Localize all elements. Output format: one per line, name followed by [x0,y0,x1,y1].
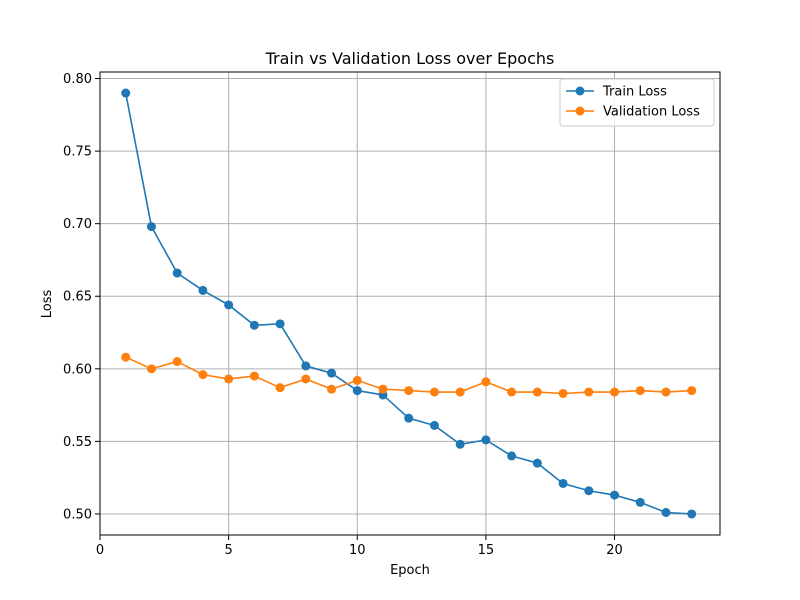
y-tick-label: 0.65 [63,290,92,305]
data-point [661,387,671,397]
data-point [481,435,491,445]
legend-item: Validation Loss [566,105,700,120]
legend-marker [575,106,585,116]
y-axis-label: Loss [40,290,55,319]
data-point [121,88,131,98]
axes-layer: 0 5 10 15 20 0.50 0.55 0.60 0.65 0.70 0.75 0.80 [63,71,721,558]
data-point [327,384,337,394]
data-point [558,478,568,488]
legend-label: Train Loss [602,85,667,100]
y-tick-label: 0.55 [63,435,92,450]
data-point [635,497,645,507]
data-point [687,509,697,519]
series-layer [121,88,697,519]
legend-box [559,78,715,127]
data-point [172,357,182,367]
data-point [301,374,311,384]
data-point [532,387,542,397]
data-point [584,486,594,496]
data-point [121,352,131,362]
data-point [610,490,620,500]
data-point [249,320,259,330]
data-point [275,319,285,329]
data-point [404,386,414,396]
data-point [558,388,568,398]
legend-item: Train Loss [566,85,667,100]
chart-title: Train vs Validation Loss over Epochs [265,49,555,68]
data-point [429,387,439,397]
data-point [352,375,362,385]
data-point [507,387,517,397]
data-point [378,384,388,394]
legend-label: Validation Loss [603,105,700,120]
x-tick-label: 15 [478,543,495,558]
data-point [172,268,182,278]
y-tick-label: 0.60 [63,362,92,377]
data-point [352,386,362,396]
x-tick-label: 20 [606,543,623,558]
data-point [404,413,414,423]
data-point [146,364,156,374]
data-point [146,222,156,232]
data-point [224,374,234,384]
data-point [687,386,697,396]
series-1 [121,352,697,398]
data-point [481,377,491,387]
x-axis-label: Epoch [390,563,430,578]
y-tick-label: 0.50 [63,507,92,522]
data-point [455,387,465,397]
x-tick-label: 10 [349,543,366,558]
data-point [198,285,208,295]
data-point [224,300,234,310]
data-point [661,508,671,518]
data-point [610,387,620,397]
y-tick-label: 0.75 [63,145,92,160]
data-point [429,420,439,430]
x-tick-label: 0 [96,543,104,558]
data-point [507,451,517,461]
data-point [198,370,208,380]
data-point [635,386,645,396]
legend: Train Loss Validation Loss [559,78,715,127]
plot-frame [99,71,721,536]
legend-marker [575,86,585,96]
series-0 [121,88,697,519]
x-tick-label: 5 [224,543,232,558]
data-point [249,371,259,381]
data-point [327,368,337,378]
data-point [275,383,285,393]
data-point [532,458,542,468]
data-point [301,361,311,371]
data-point [455,439,465,449]
y-tick-label: 0.70 [63,217,92,232]
data-point [584,387,594,397]
y-tick-label: 0.80 [63,72,92,87]
